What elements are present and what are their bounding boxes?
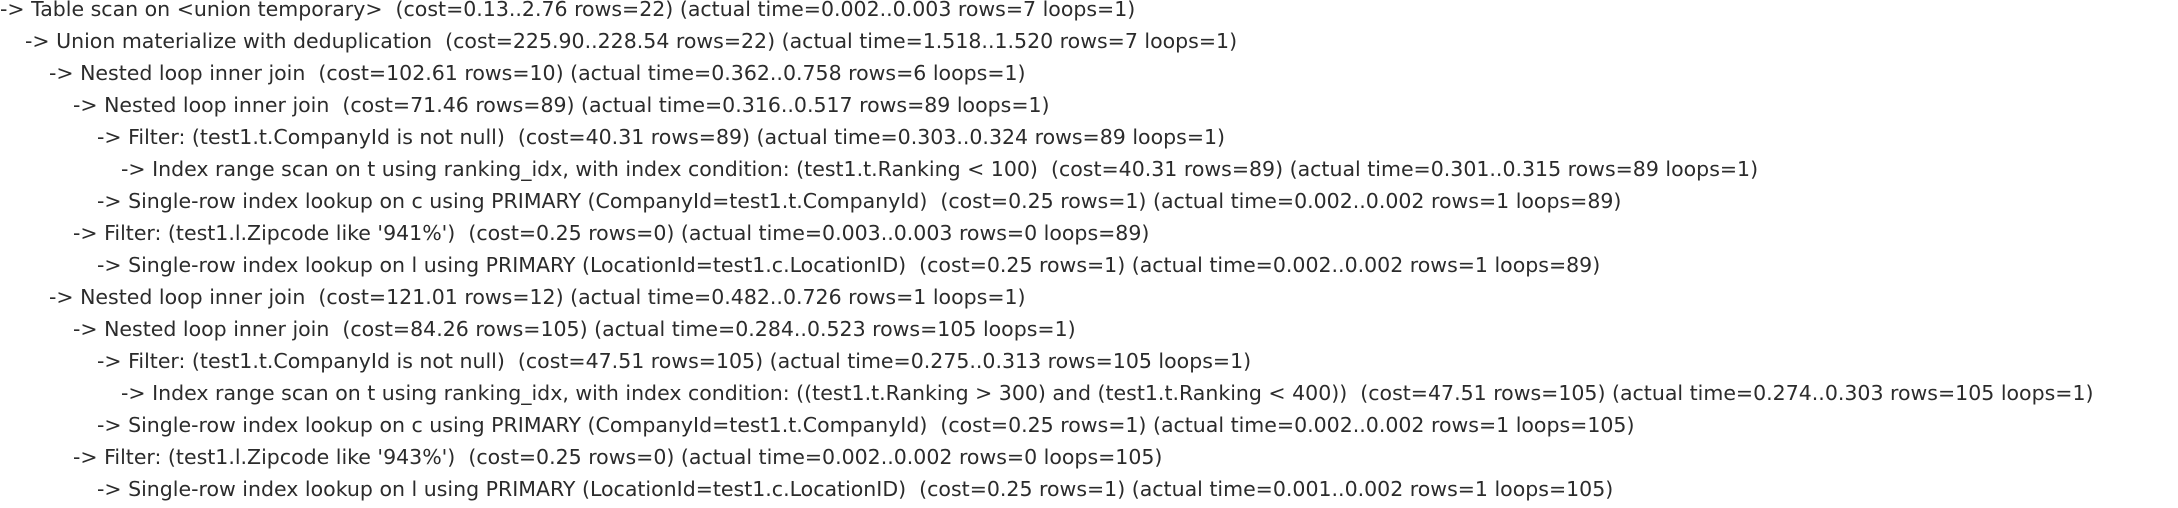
plan-line: -> Single-row index lookup on c using PR… — [97, 413, 1635, 437]
plan-line: -> Nested loop inner join (cost=102.61 r… — [49, 61, 1026, 85]
plan-line: -> Index range scan on t using ranking_i… — [121, 381, 2094, 405]
plan-line: -> Filter: (test1.t.CompanyId is not nul… — [97, 125, 1226, 149]
plan-line: -> Nested loop inner join (cost=71.46 ro… — [73, 93, 1050, 117]
plan-line: -> Index range scan on t using ranking_i… — [121, 157, 1759, 181]
plan-line: -> Nested loop inner join (cost=121.01 r… — [49, 285, 1026, 309]
plan-line: -> Filter: (test1.t.CompanyId is not nul… — [97, 349, 1252, 373]
plan-line: -> Filter: (test1.l.Zipcode like '943%')… — [73, 445, 1163, 469]
plan-line: -> Filter: (test1.l.Zipcode like '941%')… — [73, 221, 1150, 245]
plan-line: -> Union materialize with deduplication … — [25, 29, 1238, 53]
plan-line: -> Single-row index lookup on c using PR… — [97, 189, 1622, 213]
plan-line: -> Table scan on <union temporary> (cost… — [0, 0, 1136, 21]
plan-line: -> Nested loop inner join (cost=84.26 ro… — [73, 317, 1076, 341]
plan-line: -> Single-row index lookup on l using PR… — [97, 253, 1601, 277]
plan-line: -> Single-row index lookup on l using PR… — [97, 477, 1614, 501]
